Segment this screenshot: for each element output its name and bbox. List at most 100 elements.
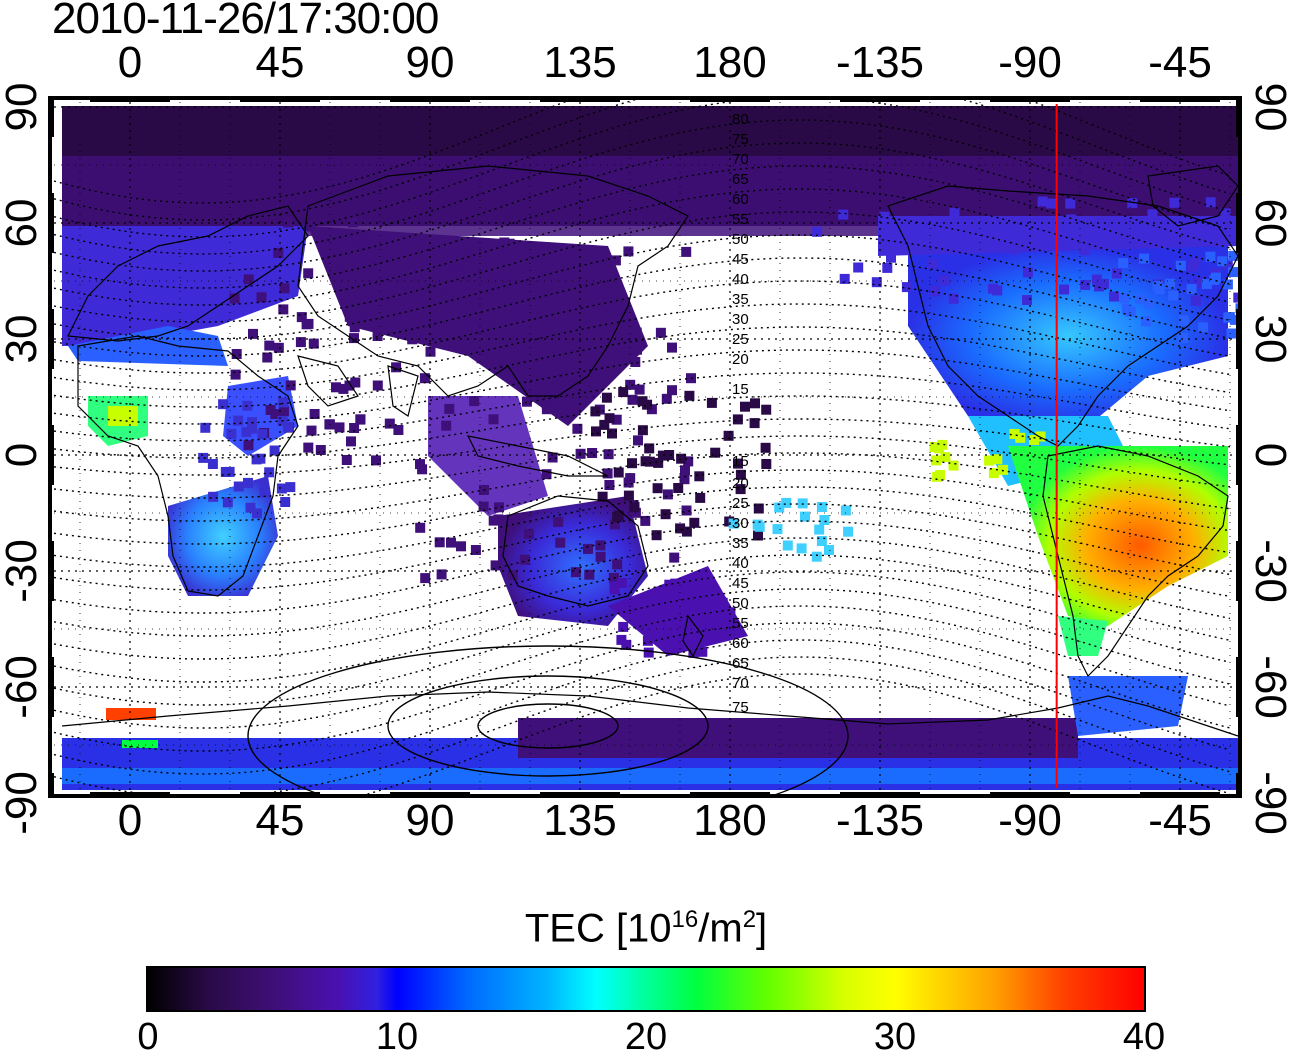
tec-pixel — [657, 450, 668, 461]
tec-pixel — [224, 466, 235, 477]
tec-pixel — [1222, 279, 1233, 290]
magnetic-contour — [53, 188, 1231, 306]
tec-pixel — [630, 357, 641, 367]
contour-label: 25 — [732, 495, 749, 512]
tec-pixel — [607, 428, 617, 439]
tec-pixel — [541, 398, 552, 409]
tec-pixel — [296, 312, 307, 323]
south-pole-contour-mid — [387, 675, 709, 777]
tec-pixel — [840, 505, 851, 516]
colorbar-tick-1: 10 — [375, 1016, 419, 1058]
bottom-tick-label-4: 180 — [693, 796, 767, 845]
tec-pixel — [603, 449, 614, 460]
tec-pixel — [262, 352, 273, 363]
tec-pixel — [681, 505, 692, 516]
tec-pixel — [349, 423, 360, 433]
tec-pixel — [488, 414, 499, 425]
tec-pixel — [446, 537, 456, 548]
tec-pixel — [998, 464, 1009, 475]
tec-pixel — [886, 252, 896, 263]
south-pole-contour-outer — [247, 645, 849, 798]
tec-pixel — [839, 273, 850, 284]
tec-pixel — [573, 342, 584, 353]
magnetic-contour — [53, 486, 1231, 568]
tec-pixel — [1171, 218, 1182, 229]
tec-pixel — [1015, 432, 1026, 443]
contour-label: 75 — [732, 699, 749, 716]
tec-pixel — [241, 426, 252, 437]
tec-data-layer — [62, 106, 1242, 790]
tec-pixel — [672, 585, 683, 596]
tec-pixel — [556, 407, 567, 418]
tec-pixel — [595, 551, 606, 562]
tec-pixel — [353, 277, 364, 287]
contour-label: 20 — [732, 351, 749, 368]
contour-label: 70 — [732, 151, 749, 168]
tec-pixel — [1193, 231, 1204, 242]
tec-pixel — [537, 360, 548, 371]
colorbar-title: TEC [1016/m2] — [524, 906, 768, 951]
bottom-tick-label-0: 0 — [117, 796, 143, 845]
tec-pixel — [631, 327, 642, 338]
left-tick-label-4: -30 — [0, 539, 46, 603]
tec-pixel — [352, 311, 363, 322]
tec-pixel — [1229, 314, 1240, 325]
tec-pixel — [683, 456, 694, 467]
tec-pixel — [419, 373, 430, 384]
tec-pixel — [1205, 251, 1216, 262]
tec-pixel — [931, 455, 942, 466]
magnetic-contour — [53, 142, 1231, 272]
tec-pixel — [688, 628, 699, 639]
tec-pixel — [928, 258, 939, 269]
tec-pixel — [330, 267, 341, 278]
tec-pixel — [1141, 316, 1152, 327]
tec-pixel — [285, 482, 296, 493]
tec-pixel — [1037, 196, 1048, 207]
right-tick-label-1: 60 — [1246, 198, 1292, 248]
tec-pixel — [945, 227, 956, 238]
tec-pixel — [824, 545, 834, 555]
tec-pixel — [1220, 208, 1231, 219]
tec-pixel — [488, 515, 499, 526]
tec-pixel — [602, 468, 613, 479]
tec-pixel — [434, 537, 445, 548]
magnetic-contour — [53, 503, 1231, 591]
tec-pixel — [415, 459, 425, 470]
tec-pixel — [338, 383, 349, 394]
tec-pixel — [710, 447, 721, 458]
tec-pixel — [653, 457, 664, 468]
tec-pixel — [1059, 284, 1070, 295]
tec-pixel — [553, 516, 564, 527]
top-tick-label-2: 90 — [405, 38, 455, 87]
tec-pixel — [638, 620, 649, 631]
coastline — [682, 614, 704, 658]
tec-pixel — [200, 422, 211, 433]
tec-pixel — [514, 310, 525, 321]
tec-pixel — [667, 385, 677, 396]
tec-pixel — [655, 327, 666, 338]
tec-pixel — [640, 456, 651, 467]
contour-label: 60 — [732, 635, 749, 652]
tec-pixel — [347, 286, 358, 296]
coastline — [61, 691, 1239, 737]
tec-pixel — [435, 280, 446, 291]
tec-pixel — [269, 445, 280, 456]
tec-pixel — [706, 397, 717, 408]
tec-pixel — [613, 467, 624, 478]
contour-label: 20 — [732, 475, 749, 492]
tec-pixel — [270, 409, 281, 420]
tec-pixel — [629, 502, 640, 513]
tec-pixel — [774, 502, 785, 513]
tec-pixel — [681, 526, 692, 537]
tec-pixel — [460, 250, 471, 261]
tec-pixel — [625, 473, 636, 484]
tec-pixel — [664, 579, 675, 590]
tec-pixel — [728, 518, 739, 529]
tec-pixel — [681, 246, 692, 257]
magnetic-contour — [53, 418, 1231, 476]
tec-pixel — [1147, 209, 1158, 220]
tec-pixel — [372, 380, 383, 391]
tec-pixel — [662, 489, 673, 500]
magnetic-contour — [53, 96, 1231, 221]
tec-pixel — [208, 491, 219, 502]
